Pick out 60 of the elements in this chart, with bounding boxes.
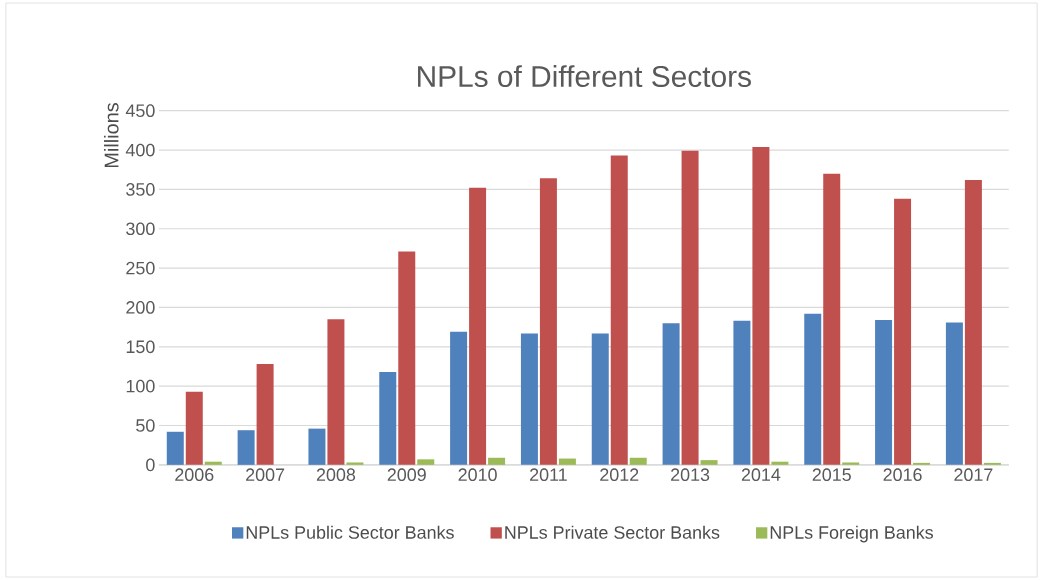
bar — [662, 323, 680, 465]
x-tick-label: 2008 — [316, 468, 356, 482]
y-tick-label: 300 — [126, 222, 155, 236]
bar — [945, 322, 963, 465]
x-tick-label: 2015 — [812, 468, 851, 482]
bar — [894, 198, 912, 465]
bar — [488, 457, 506, 465]
bar — [752, 146, 770, 465]
x-tick-label: 2017 — [954, 468, 993, 482]
bar — [700, 460, 718, 465]
x-tick-label: 2007 — [246, 468, 285, 482]
y-tick-label: 150 — [126, 340, 155, 354]
bar — [166, 431, 184, 465]
bar — [681, 150, 699, 465]
y-tick-label: 100 — [126, 379, 155, 393]
bar — [539, 178, 557, 465]
bar — [237, 430, 255, 465]
bar — [591, 333, 609, 465]
bar — [346, 462, 364, 465]
y-tick-label: 400 — [125, 143, 155, 157]
y-tick-label: 200 — [126, 301, 155, 314]
bar — [450, 331, 468, 465]
y-tick-label: 250 — [126, 261, 155, 275]
bar — [204, 461, 222, 465]
bar — [308, 428, 326, 465]
bar — [842, 462, 860, 465]
x-tick-label: 2011 — [530, 468, 567, 482]
y-tick-label: 450 — [125, 104, 155, 117]
bar — [558, 458, 576, 465]
bar — [823, 173, 841, 465]
bar — [398, 251, 416, 465]
x-tick-label: 2012 — [600, 468, 639, 482]
bar — [964, 179, 982, 465]
bar — [629, 457, 647, 465]
x-tick-label: 2016 — [883, 468, 922, 482]
legend-label: NPLs Public Sector Banks — [246, 525, 454, 539]
bar — [610, 155, 628, 465]
bar — [327, 319, 345, 465]
bar — [771, 461, 789, 465]
y-axis-title: Millions — [103, 103, 119, 168]
bar — [379, 371, 397, 465]
legend-label: NPLs Private Sector Banks — [505, 525, 720, 539]
x-tick-label: 2014 — [741, 468, 781, 482]
bar — [875, 320, 893, 465]
bar — [804, 313, 822, 465]
bar — [469, 187, 487, 465]
x-tick-label: 2009 — [387, 468, 426, 482]
chart-title: NPLs of Different Sectors — [418, 65, 751, 88]
bar — [256, 364, 274, 465]
y-tick-label: 350 — [126, 183, 155, 196]
x-tick-label: 2010 — [458, 468, 497, 482]
bar — [185, 391, 203, 465]
x-tick-label: 2013 — [671, 468, 710, 482]
bar — [520, 333, 538, 465]
bar — [417, 459, 435, 465]
x-tick-label: 2006 — [175, 468, 214, 482]
legend-label: NPLs Foreign Banks — [770, 525, 933, 543]
bar — [733, 320, 751, 465]
y-tick-label: 50 — [136, 419, 155, 432]
y-tick-label: 0 — [146, 458, 155, 472]
